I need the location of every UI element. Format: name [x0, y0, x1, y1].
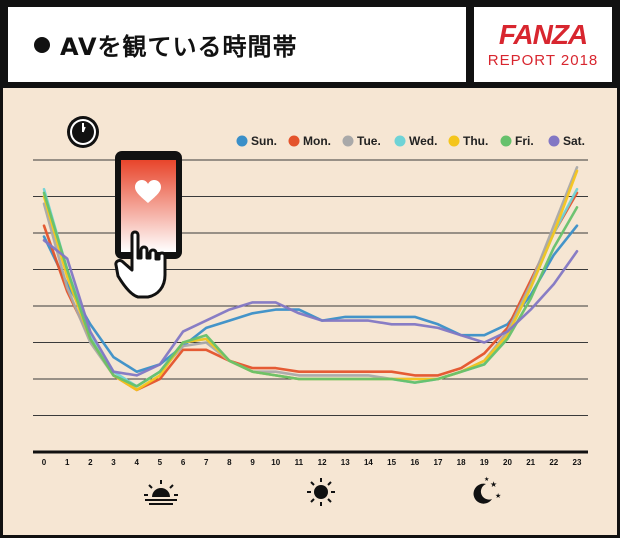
phone-heart-hand-icon [114, 151, 182, 299]
x-tick-label: 16 [410, 458, 419, 467]
legend-item: Mon. [288, 134, 331, 148]
legend: Sun. Mon. Tue. Wed. Thu. Fri. Sat. [236, 134, 585, 148]
x-tick-label: 0 [42, 458, 47, 467]
sunrise-icon [144, 480, 178, 505]
svg-text:★: ★ [490, 480, 497, 489]
legend-item: Fri. [500, 134, 534, 148]
series-lines [42, 166, 579, 392]
series-line-sat [42, 239, 579, 377]
x-tick-label: 14 [364, 458, 373, 467]
x-tick-label: 5 [158, 458, 163, 467]
x-tick-label: 3 [111, 458, 116, 467]
x-tick-label: 10 [271, 458, 280, 467]
legend-label: Sun. [251, 134, 277, 148]
brand-subtitle: REPORT 2018 [487, 52, 599, 69]
legend-label: Sat. [563, 134, 585, 148]
legend-swatch [288, 135, 300, 147]
legend-swatch [500, 135, 512, 147]
x-tick-label: 17 [434, 458, 443, 467]
legend-item: Sat. [548, 134, 585, 148]
x-tick-label: 21 [526, 458, 535, 467]
x-tick-label: 23 [573, 458, 582, 467]
x-tick-label: 15 [387, 458, 396, 467]
legend-swatch [448, 135, 460, 147]
x-tick-label: 2 [88, 458, 93, 467]
sun-icon [307, 478, 335, 506]
x-tick-labels: 0 1 2 3 4 5 6 7 8 9 10 11 12 13 14 15 16 17 18 19 20 21 22 23 [42, 458, 582, 467]
svg-text:★: ★ [495, 492, 501, 500]
x-tick-label: 6 [181, 458, 186, 467]
legend-item: Thu. [448, 134, 488, 148]
legend-label: Thu. [463, 134, 488, 148]
legend-label: Tue. [357, 134, 381, 148]
clock-icon [67, 116, 99, 148]
x-tick-label: 22 [549, 458, 558, 467]
brand-box: FANZA REPORT 2018 [474, 7, 612, 82]
legend-item: Tue. [342, 134, 381, 148]
header-bar: AVを観ている時間帯 FANZA REPORT 2018 [0, 0, 620, 88]
legend-swatch [236, 135, 248, 147]
legend-item: Wed. [394, 134, 437, 148]
x-tick-label: 19 [480, 458, 489, 467]
legend-swatch [548, 135, 560, 147]
legend-label: Fri. [515, 134, 534, 148]
legend-swatch [394, 135, 406, 147]
page-title: AVを観ている時間帯 [60, 33, 298, 61]
x-tick-label: 13 [341, 458, 350, 467]
series-line-fri [42, 191, 579, 388]
x-tick-label: 12 [318, 458, 327, 467]
title-box: AVを観ている時間帯 [8, 7, 466, 82]
x-tick-label: 9 [250, 458, 255, 467]
legend-swatch [342, 135, 354, 147]
brand-logo: FANZA [498, 19, 588, 50]
bullet-icon [34, 36, 50, 53]
x-tick-label: 11 [295, 458, 304, 467]
legend-label: Wed. [409, 134, 437, 148]
legend-label: Mon. [303, 134, 331, 148]
x-tick-label: 7 [204, 458, 209, 467]
legend-item: Sun. [236, 134, 277, 148]
svg-text:★: ★ [484, 476, 489, 483]
x-tick-label: 18 [457, 458, 466, 467]
x-tick-label: 4 [134, 458, 139, 467]
x-tick-label: 1 [65, 458, 70, 467]
moon-stars-icon: ★ ★ ★ [473, 476, 501, 504]
x-tick-label: 20 [503, 458, 512, 467]
x-tick-label: 8 [227, 458, 232, 467]
series-line-sun [42, 224, 579, 374]
